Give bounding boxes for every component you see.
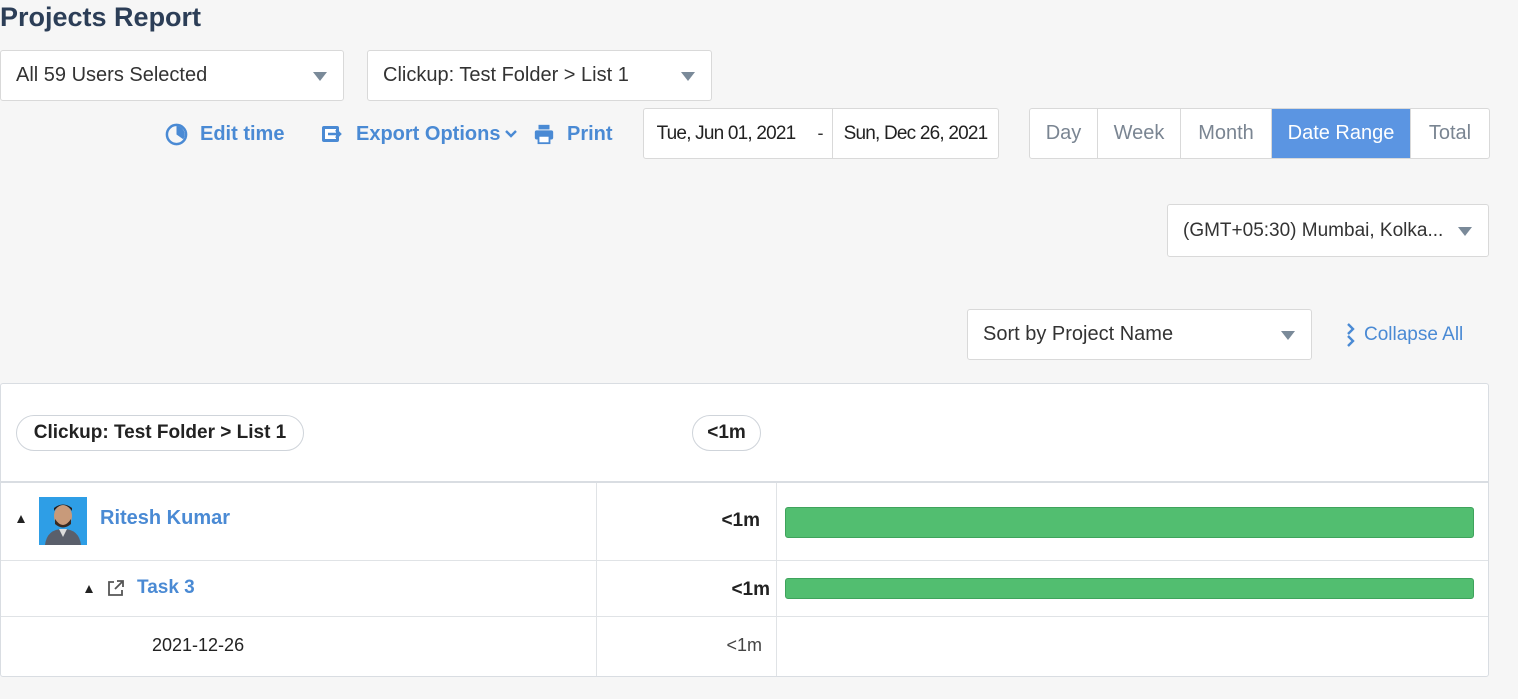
export-options-button[interactable]: Export Options <box>320 118 518 150</box>
row-time: <1m <box>721 510 760 531</box>
tab-week[interactable]: Week <box>1098 109 1181 158</box>
print-label: Print <box>567 122 613 145</box>
users-select[interactable]: All 59 Users Selected <box>0 50 344 101</box>
chevron-down-icon <box>681 71 695 81</box>
row-time: <1m <box>731 579 770 600</box>
start-date-value: Tue, Jun 01, 2021 <box>656 122 797 144</box>
tab-day[interactable]: Day <box>1030 109 1098 158</box>
time-bar <box>785 578 1474 599</box>
chevron-down-icon <box>505 130 518 138</box>
row-time: <1m <box>726 635 762 655</box>
export-options-label: Export Options <box>356 122 501 145</box>
tab-date-range[interactable]: Date Range <box>1272 109 1411 158</box>
column-divider <box>596 483 597 676</box>
project-select[interactable]: Clickup: Test Folder > List 1 <box>367 50 712 101</box>
users-select-value: All 59 Users Selected <box>16 64 208 86</box>
date-label: 2021-12-26 <box>152 635 245 655</box>
collapse-all-label: Collapse All <box>1364 324 1464 345</box>
page-title: Projects Report <box>0 2 202 32</box>
table-row: 2021-12-26 <1m <box>1 617 1488 676</box>
range-tabs: Day Week Month Date Range Total <box>1029 108 1490 159</box>
report-panel: Clickup: Test Folder > List 1 <1m Ritesh… <box>0 383 1489 677</box>
project-select-value: Clickup: Test Folder > List 1 <box>383 64 629 86</box>
user-name-link[interactable]: Ritesh Kumar <box>100 507 231 529</box>
table-row: Task 3 <1m <box>1 561 1488 617</box>
collapse-triangle-icon[interactable] <box>17 515 25 523</box>
avatar <box>39 497 87 545</box>
time-bar <box>785 507 1474 538</box>
chevron-down-icon <box>313 71 327 81</box>
time-bar-track <box>785 507 1474 538</box>
timezone-select[interactable]: (GMT+05:30) Mumbai, Kolka... <box>1167 204 1489 257</box>
end-date-value: Sun, Dec 26, 2021 <box>843 122 989 144</box>
task-name-link[interactable]: Task 3 <box>137 577 195 598</box>
print-icon <box>534 124 554 145</box>
export-icon <box>322 126 342 142</box>
time-bar-track <box>785 578 1474 599</box>
edit-time-button[interactable]: Edit time <box>165 118 284 150</box>
table-row: Ritesh Kumar <1m <box>1 483 1488 561</box>
sort-select[interactable]: Sort by Project Name <box>967 309 1312 360</box>
chevron-down-icon <box>1281 330 1295 340</box>
start-date-input[interactable]: Tue, Jun 01, 2021 <box>643 108 809 159</box>
tab-month[interactable]: Month <box>1181 109 1272 158</box>
external-link-icon[interactable] <box>107 579 125 597</box>
header-divider <box>1 481 1488 483</box>
column-divider <box>776 483 777 676</box>
chevron-down-icon <box>1458 226 1472 236</box>
collapse-all-button[interactable]: Collapse All <box>1346 322 1463 348</box>
end-date-input[interactable]: Sun, Dec 26, 2021 <box>832 108 999 159</box>
tab-total[interactable]: Total <box>1428 122 1472 144</box>
collapse-icon <box>1347 323 1355 347</box>
edit-time-label: Edit time <box>200 122 285 145</box>
print-button[interactable]: Print <box>533 118 613 150</box>
project-pill: Clickup: Test Folder > List 1 <box>16 415 304 451</box>
project-total: <1m <box>692 415 761 451</box>
clock-icon <box>165 123 188 145</box>
collapse-triangle-icon[interactable] <box>85 585 93 593</box>
sort-select-value: Sort by Project Name <box>983 323 1174 345</box>
date-separator: - <box>808 108 833 159</box>
timezone-value: (GMT+05:30) Mumbai, Kolka... <box>1183 219 1444 241</box>
